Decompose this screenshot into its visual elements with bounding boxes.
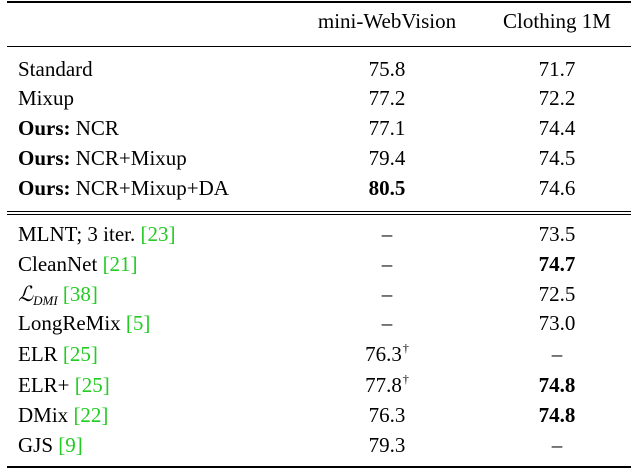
table-row: ℒDMI [38] – 72.5 (7, 280, 631, 309)
value-mini-webvision: 76.3† (292, 340, 482, 372)
method-name: Mixup (18, 86, 75, 110)
value-mini-webvision: 77.2 (368, 86, 406, 110)
value-clothing-1m: 72.5 (538, 282, 576, 306)
bottom-rule (7, 466, 631, 468)
method-cell: Mixup (18, 84, 74, 113)
table-row: CleanNet [21] – 74.7 (7, 250, 631, 279)
value-clothing-1m: 73.5 (538, 222, 576, 246)
value-mini-webvision: – (381, 252, 393, 276)
citation-link[interactable]: [22] (73, 403, 109, 427)
method-cell: CleanNet [21] (18, 250, 138, 279)
top-rule (7, 1, 631, 3)
method-cell: ℒDMI [38] (18, 280, 98, 311)
ours-label: Ours: (18, 116, 71, 140)
table-row: LongReMix [5] – 73.0 (7, 309, 631, 338)
value-mini-webvision: – (381, 311, 393, 335)
table-row: Mixup 77.2 72.2 (7, 84, 631, 113)
table-row: MLNT; 3 iter. [23] – 73.5 (7, 220, 631, 249)
table-row: DMix [22] 76.3 74.8 (7, 401, 631, 430)
method-cell: LongReMix [5] (18, 309, 150, 338)
method-cell: Ours: NCR+Mixup (18, 144, 187, 173)
value-mini-webvision: 76.3 (368, 403, 406, 427)
value-mini-webvision: – (381, 222, 393, 246)
dagger-mark: † (402, 372, 409, 386)
value-clothing-1m: 71.7 (538, 57, 576, 81)
method-name: CleanNet (18, 252, 103, 276)
header-clothing-1m: Clothing 1M (503, 9, 611, 33)
dagger-mark: † (402, 341, 409, 355)
value-clothing-1m: 74.6 (538, 176, 576, 200)
method-name: GJS (18, 433, 59, 457)
value-clothing-1m-best: 74.7 (538, 252, 576, 276)
method-cell: ELR+ [25] (18, 371, 110, 400)
citation-link[interactable]: [38] (62, 282, 98, 306)
method-name: MLNT; 3 iter. (18, 222, 141, 246)
value-mini-webvision: 79.4 (368, 146, 406, 170)
table-row: Ours: NCR+Mixup 79.4 74.5 (7, 144, 631, 173)
value-mini-webvision: – (381, 282, 393, 306)
method-name: NCR+Mixup+DA (70, 176, 229, 200)
method-name: DMix (18, 403, 74, 427)
method-cell: GJS [9] (18, 431, 83, 460)
results-table: mini-WebVision Clothing 1M Standard 75.8… (7, 0, 631, 471)
citation-link[interactable]: [23] (140, 222, 176, 246)
value-clothing-1m: – (551, 433, 563, 457)
value-mini-webvision: 77.1 (368, 116, 406, 140)
method-cell: DMix [22] (18, 401, 108, 430)
value-clothing-1m: 74.4 (538, 116, 576, 140)
citation-link[interactable]: [21] (102, 252, 138, 276)
method-name: NCR+Mixup (70, 146, 187, 170)
citation-link[interactable]: [25] (62, 342, 98, 366)
method-cell: ELR [25] (18, 340, 98, 369)
value-clothing-1m: 73.0 (538, 311, 576, 335)
method-name: ELR+ (18, 373, 75, 397)
method-name: ELR (18, 342, 63, 366)
citation-link[interactable]: [9] (58, 433, 83, 457)
value-number: 76.3 (365, 342, 402, 366)
table-row: Standard 75.8 71.7 (7, 55, 631, 84)
ours-label: Ours: (18, 176, 71, 200)
value-number: 77.8 (365, 373, 402, 397)
value-clothing-1m: 72.2 (538, 86, 576, 110)
header-mini-webvision: mini-WebVision (317, 9, 457, 33)
method-cell: Standard (18, 55, 93, 84)
value-clothing-1m: – (551, 342, 563, 366)
table-row: ELR [25] 76.3† – (7, 340, 631, 369)
method-name: Standard (18, 57, 93, 81)
method-cell: MLNT; 3 iter. [23] (18, 220, 176, 249)
table-row: Ours: NCR 77.1 74.4 (7, 114, 631, 143)
ours-label: Ours: (18, 146, 71, 170)
value-mini-webvision: 75.8 (368, 57, 406, 81)
group-rule-upper (7, 211, 631, 212)
value-clothing-1m-best: 74.8 (538, 403, 576, 427)
value-clothing-1m-best: 74.8 (538, 373, 576, 397)
value-mini-webvision-best: 80.5 (368, 176, 406, 200)
method-cell: Ours: NCR+Mixup+DA (18, 174, 229, 203)
value-clothing-1m: 74.5 (538, 146, 576, 170)
group-rule-lower (7, 214, 631, 215)
value-mini-webvision: 79.3 (368, 433, 406, 457)
table-row: Ours: NCR+Mixup+DA 80.5 74.6 (7, 174, 631, 203)
loss-symbol: ℒ (18, 282, 34, 306)
citation-link[interactable]: [25] (74, 373, 110, 397)
method-name: NCR (70, 116, 119, 140)
value-mini-webvision: 77.8† (292, 371, 482, 403)
header-row: mini-WebVision Clothing 1M (7, 6, 631, 36)
header-rule (7, 46, 631, 47)
citation-link[interactable]: [5] (125, 311, 151, 335)
method-name: LongReMix (18, 311, 126, 335)
loss-subscript: DMI (33, 293, 58, 308)
table-row: GJS [9] 79.3 – (7, 431, 631, 460)
table-row: ELR+ [25] 77.8† 74.8 (7, 371, 631, 400)
method-cell: Ours: NCR (18, 114, 119, 143)
